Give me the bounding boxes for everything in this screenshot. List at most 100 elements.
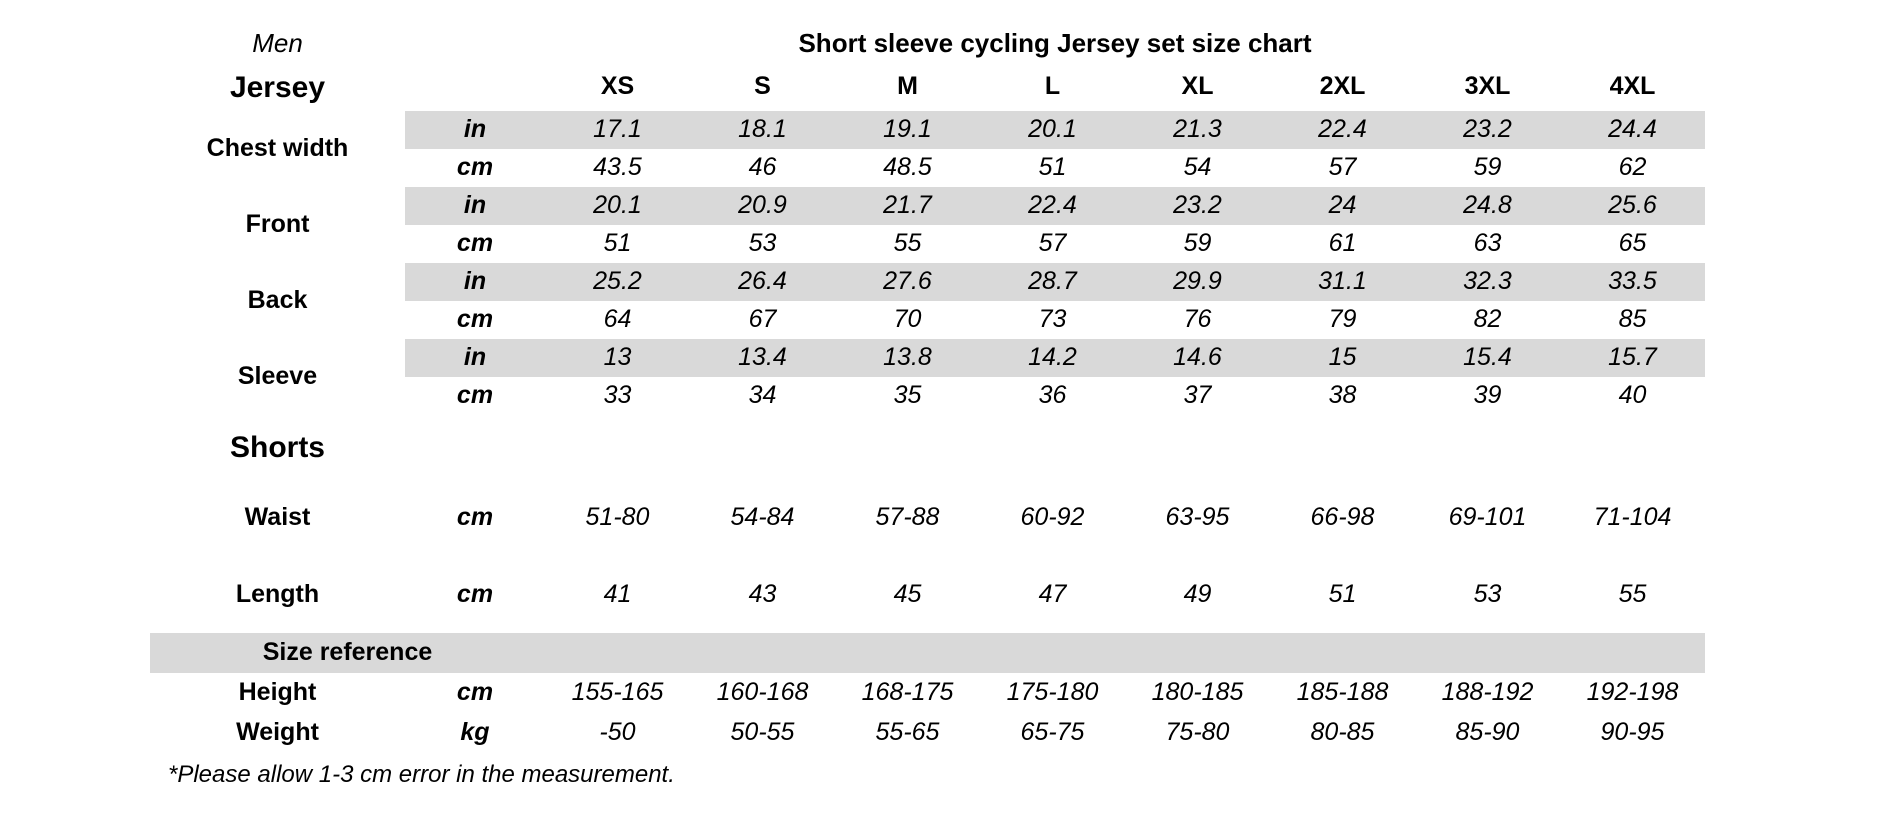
value-cell: 25.2 (545, 263, 690, 301)
value-cell: 63 (1473, 229, 1502, 258)
unit-label: cm (456, 381, 494, 410)
value-cell: 50-55 (730, 718, 795, 747)
value-cell: 13.4 (690, 339, 835, 377)
value-cell: 60-92 (1020, 502, 1085, 531)
value-cell: 25.6 (1560, 187, 1705, 225)
value-cell: 192-198 (1586, 678, 1679, 707)
value-cell: 75-80 (1165, 718, 1230, 747)
measurement-row: Front in 20.1 20.9 21.7 22.4 23.2 24 24.8 25.6 (150, 187, 1705, 238)
value-cell: 15 (1270, 339, 1415, 377)
value-cell: 24 (1270, 187, 1415, 225)
measurement-row: Length cm 41 43 45 47 49 51 53 55 (150, 556, 1705, 633)
size-table-body: Jersey XS S M L XL 2XL 3XL 4XL Chest width in 17.1 1… (150, 63, 1705, 753)
empty-cell (545, 633, 1705, 673)
value-cell: 59 (1473, 153, 1502, 182)
measurement-row: cm 43.5 46 48.5 51 54 57 59 62 (150, 149, 1705, 187)
measurement-row: Height cm 155-165 160-168 168-175 175-180 180-… (150, 673, 1705, 713)
value-cell: 155-165 (571, 678, 664, 707)
value-cell: 23.2 (1125, 187, 1270, 225)
value-cell: 28.7 (980, 263, 1125, 301)
value-cell: 27.6 (835, 263, 980, 301)
value-cell: 49 (1183, 579, 1212, 608)
value-cell: 66-98 (1310, 502, 1375, 531)
value-cell: 188-192 (1441, 678, 1534, 707)
value-cell: 22.4 (1270, 111, 1415, 149)
size-header-row: Jersey XS S M L XL 2XL 3XL 4XL (150, 63, 1705, 111)
value-cell: 175-180 (1006, 678, 1099, 707)
size-column-header-4xl: 4XL (1609, 72, 1656, 101)
value-cell: 20.9 (690, 187, 835, 225)
value-cell: 79 (1328, 305, 1357, 334)
value-cell: 43.5 (593, 153, 642, 182)
value-cell: 55-65 (875, 718, 940, 747)
value-cell: 21.7 (835, 187, 980, 225)
value-cell: 13 (545, 339, 690, 377)
unit-label: in (405, 339, 545, 377)
value-cell: 48.5 (883, 153, 932, 182)
value-cell: 185-188 (1296, 678, 1389, 707)
value-cell: 24.4 (1560, 111, 1705, 149)
size-column-header-s: S (754, 72, 771, 101)
measurement-row: cm 33 34 35 36 37 38 39 40 (150, 377, 1705, 415)
value-cell: 15.7 (1560, 339, 1705, 377)
chart-header: Men Short sleeve cycling Jersey set size… (0, 0, 1705, 59)
size-column-header-2xl: 2XL (1319, 72, 1366, 101)
value-cell: 73 (1038, 305, 1067, 334)
gender-label: Men (252, 28, 303, 58)
section-label-shorts: Shorts (229, 430, 325, 464)
unit-label: cm (456, 229, 494, 258)
size-reference-row: Size reference (150, 633, 1705, 673)
value-cell: 51-80 (585, 502, 650, 531)
value-cell: 39 (1473, 381, 1502, 410)
measure-label: Sleeve (237, 362, 318, 391)
value-cell: 33 (603, 381, 632, 410)
value-cell: 71-104 (1593, 502, 1672, 531)
value-cell: 34 (748, 381, 777, 410)
value-cell: 80-85 (1310, 718, 1375, 747)
size-column-header-m: M (897, 72, 918, 101)
measure-label: Waist (244, 502, 311, 531)
value-cell: 18.1 (690, 111, 835, 149)
value-cell: 13.8 (835, 339, 980, 377)
value-cell: 21.3 (1125, 111, 1270, 149)
measure-label: Chest width (206, 134, 349, 163)
shorts-section-row: Shorts (150, 415, 1705, 479)
value-cell: 31.1 (1270, 263, 1415, 301)
value-cell: 51 (1328, 579, 1357, 608)
value-cell: 20.1 (545, 187, 690, 225)
value-cell: 85 (1618, 305, 1647, 334)
value-cell: 53 (1473, 579, 1502, 608)
value-cell: 51 (603, 229, 632, 258)
value-cell: 54 (1183, 153, 1212, 182)
value-cell: 20.1 (980, 111, 1125, 149)
value-cell: 45 (893, 579, 922, 608)
unit-label: in (405, 111, 545, 149)
measure-label: Length (235, 579, 320, 608)
measurement-row: Sleeve in 13 13.4 13.8 14.2 14.6 15 15.4 15.7 (150, 339, 1705, 390)
measurement-row: Waist cm 51-80 54-84 57-88 60-92 63-95 66-98 69-… (150, 479, 1705, 556)
value-cell: 23.2 (1415, 111, 1560, 149)
size-column-header-xl: XL (1181, 72, 1214, 101)
page-title: Short sleeve cycling Jersey set size cha… (798, 28, 1312, 58)
value-cell: 14.2 (980, 339, 1125, 377)
value-cell: 47 (1038, 579, 1067, 608)
value-cell: 168-175 (861, 678, 954, 707)
measure-label: Height (238, 678, 317, 707)
unit-label: cm (456, 502, 494, 531)
value-cell: 33.5 (1560, 263, 1705, 301)
value-cell: -50 (599, 718, 636, 747)
value-cell: 160-168 (716, 678, 809, 707)
value-cell: 36 (1038, 381, 1067, 410)
value-cell: 65 (1618, 229, 1647, 258)
value-cell: 61 (1328, 229, 1357, 258)
measurement-row: Back in 25.2 26.4 27.6 28.7 29.9 31.1 32.3 33.5 (150, 263, 1705, 314)
value-cell: 57-88 (875, 502, 940, 531)
unit-label: in (405, 187, 545, 225)
value-cell: 37 (1183, 381, 1212, 410)
unit-label: cm (456, 305, 494, 334)
value-cell: 22.4 (980, 187, 1125, 225)
value-cell: 55 (893, 229, 922, 258)
value-cell: 82 (1473, 305, 1502, 334)
value-cell: 67 (748, 305, 777, 334)
value-cell: 26.4 (690, 263, 835, 301)
